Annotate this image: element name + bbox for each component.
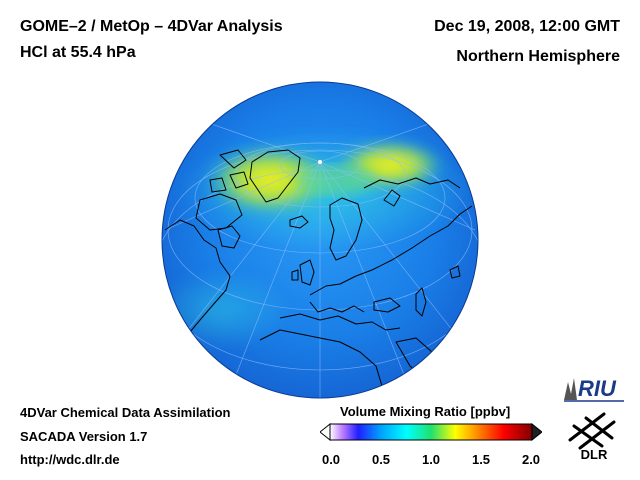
- colorbar-tick-3: 1.5: [471, 452, 491, 467]
- map-title: GOME–2 / MetOp – 4DVar Analysis: [20, 18, 283, 35]
- map-subtitle: HCl at 55.4 hPa: [20, 44, 136, 61]
- map-date: Dec 19, 2008, 12:00 GMT: [434, 18, 620, 35]
- colorbar-tick-4: 2.0: [521, 452, 541, 467]
- colorbar-min-arrow: [319, 422, 331, 442]
- dlr-logo-icon: DLR: [568, 412, 616, 462]
- colorbar-tick-0: 0.0: [321, 452, 341, 467]
- footer-line1: 4DVar Chemical Data Assimilation: [20, 405, 231, 420]
- map-region: Northern Hemisphere: [456, 48, 620, 65]
- dlr-logo: DLR: [564, 412, 624, 462]
- footer-url[interactable]: http://wdc.dlr.de: [20, 452, 120, 467]
- colorbar-tick-2: 1.0: [421, 452, 441, 467]
- colorbar-tick-1: 0.5: [371, 452, 391, 467]
- footer-line2: SACADA Version 1.7: [20, 429, 148, 444]
- riu-logo-icon: RIU: [564, 376, 624, 402]
- colorbar-title: Volume Mixing Ratio [ppbv]: [340, 404, 511, 419]
- colorbar-svg: [319, 422, 543, 442]
- dlr-logo-text: DLR: [581, 447, 608, 460]
- colorbar: [319, 422, 543, 442]
- colorbar-max-arrow: [531, 422, 543, 442]
- globe-map: [160, 80, 480, 400]
- riu-logo-text: RIU: [578, 376, 617, 401]
- riu-logo: RIU: [562, 372, 626, 404]
- globe-svg: [161, 81, 479, 399]
